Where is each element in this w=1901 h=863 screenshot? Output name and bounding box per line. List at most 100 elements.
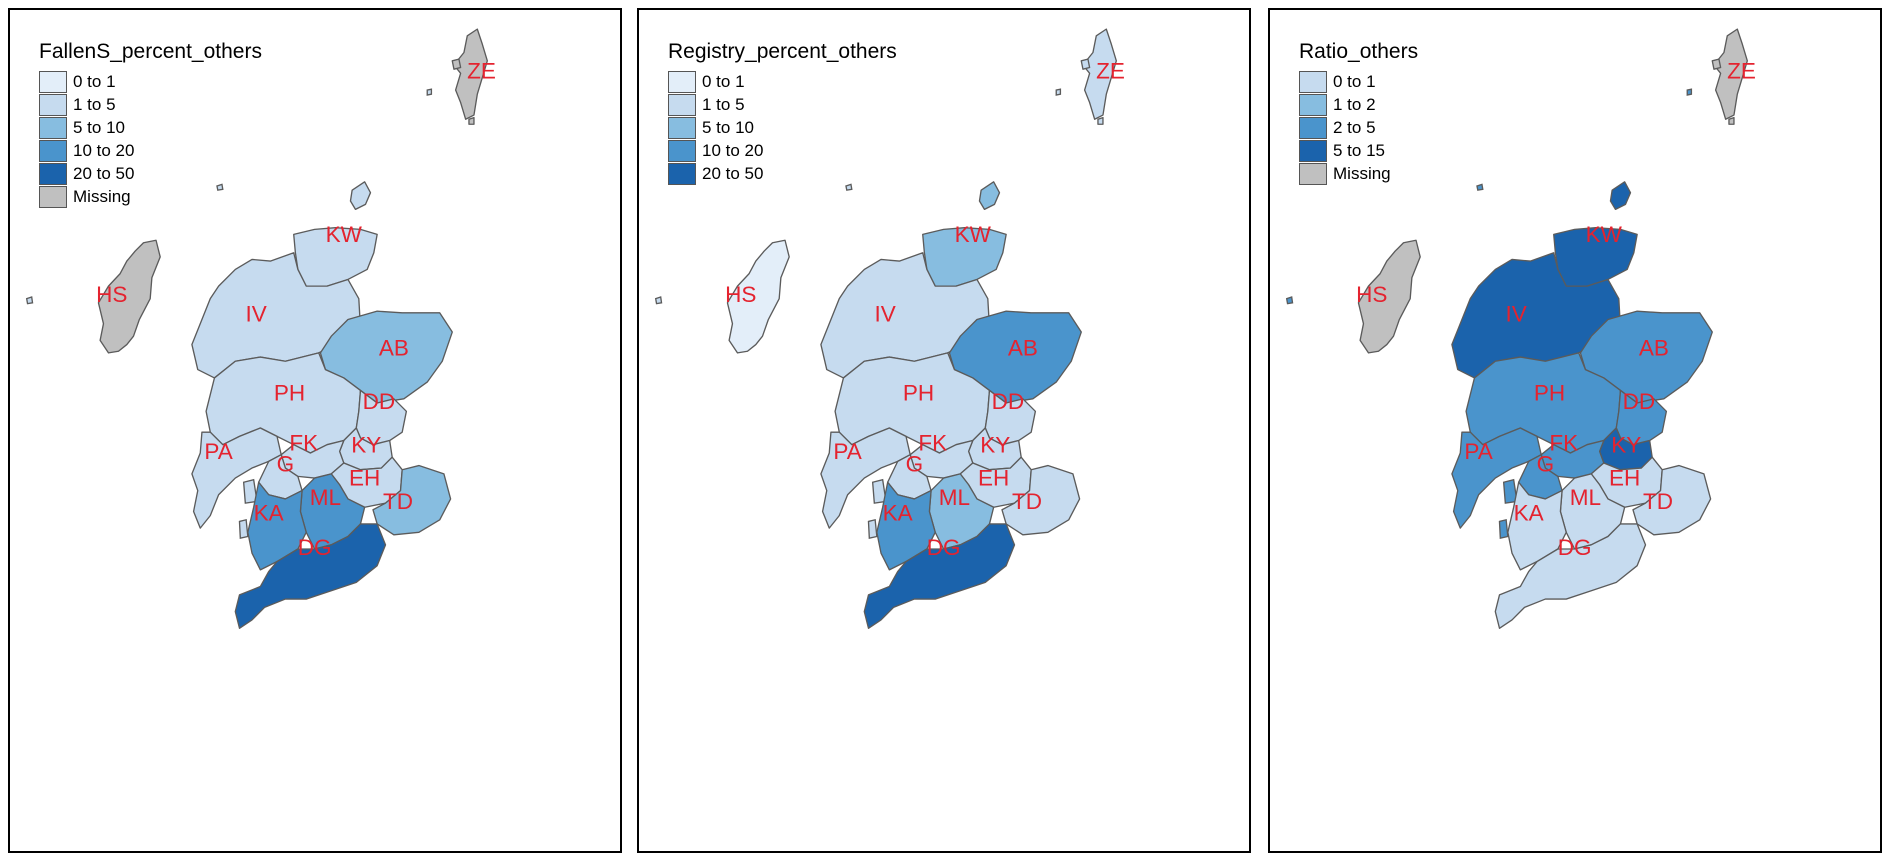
region-label-iv: IV <box>1506 301 1527 326</box>
legend-swatch <box>39 70 67 93</box>
legend-swatch <box>39 162 67 185</box>
legend-item: 5 to 10 <box>39 116 262 139</box>
region-td <box>372 464 452 536</box>
legend-title: Registry_percent_others <box>668 40 897 63</box>
region-label-ph: PH <box>903 381 934 406</box>
island-shape <box>1498 518 1509 539</box>
legend-label: 0 to 1 <box>1333 71 1376 91</box>
region-shape-dg <box>1494 523 1647 629</box>
region-label-hs: HS <box>725 282 756 307</box>
legend-item: 1 to 5 <box>39 93 262 116</box>
legend-swatch <box>668 139 696 162</box>
map-panel-fallens: ZE HS KW IV AB PH DD KY FK PA G EH TD ML KA DG FallenS_… <box>8 8 622 853</box>
region-shape-hs <box>726 239 790 354</box>
region-island-ze <box>1711 58 1722 70</box>
region-shape-td <box>1632 464 1712 536</box>
legend-label: Missing <box>1333 163 1391 183</box>
legend-label: 5 to 15 <box>1333 140 1385 160</box>
map-panel-registry: ZE HS KW IV AB PH DD KY FK PA G EH TD ML KA DG Registry… <box>637 8 1251 853</box>
legend-label: 1 to 5 <box>702 94 745 114</box>
region-label-fk: FK <box>1549 431 1578 456</box>
region-island-ze <box>1080 58 1091 70</box>
island-shape <box>426 88 433 96</box>
region-label-eh: EH <box>1609 466 1640 491</box>
legend-swatch <box>39 93 67 116</box>
region-island-kw <box>978 181 1001 211</box>
legend-label: 20 to 50 <box>702 163 764 183</box>
region-label-g: G <box>1537 452 1555 477</box>
legend-label: 2 to 5 <box>1333 117 1376 137</box>
region-shape-ab <box>1579 310 1713 404</box>
region-pa <box>1451 427 1542 529</box>
region-label-pa: PA <box>1464 439 1492 464</box>
region-label-ml: ML <box>939 485 970 510</box>
region-shape-pa <box>191 427 282 529</box>
legend-swatch <box>668 162 696 185</box>
legend-swatch <box>1299 162 1327 185</box>
island-shape <box>1686 88 1693 96</box>
legend-swatch <box>668 116 696 139</box>
legend-label: 1 to 2 <box>1333 94 1376 114</box>
region-label-ab: AB <box>1008 336 1038 361</box>
legend-swatch <box>39 139 67 162</box>
region-label-g: G <box>277 452 295 477</box>
region-shape-td <box>1001 464 1081 536</box>
region-label-td: TD <box>383 489 413 514</box>
region-shape-dg <box>234 523 387 629</box>
region-label-dg: DG <box>927 535 961 560</box>
region-pa <box>191 427 282 529</box>
region-label-ka: KA <box>883 501 913 526</box>
region-label-ph: PH <box>274 381 305 406</box>
region-label-fk: FK <box>918 431 947 456</box>
region-ze <box>1711 28 1748 125</box>
region-label-td: TD <box>1643 489 1673 514</box>
region-label-dg: DG <box>1558 535 1592 560</box>
region-shape-pa <box>1451 427 1542 529</box>
region-label-ky: KY <box>980 432 1010 457</box>
region-hs <box>1357 239 1421 354</box>
region-island-ze <box>1728 116 1735 125</box>
region-shape-hs <box>97 239 161 354</box>
region-pa <box>820 427 911 529</box>
region-ab <box>1579 310 1713 404</box>
region-ab <box>319 310 453 404</box>
region-shape-td <box>372 464 452 536</box>
island-shape <box>1285 296 1294 305</box>
legend-title: FallenS_percent_others <box>39 40 262 63</box>
region-label-dd: DD <box>363 389 396 414</box>
legend-swatch <box>1299 70 1327 93</box>
legend-label: Missing <box>73 186 131 206</box>
region-label-g: G <box>906 452 924 477</box>
legend-label: 10 to 20 <box>73 140 135 160</box>
legend-item: 1 to 5 <box>668 93 897 116</box>
region-label-pa: PA <box>204 439 232 464</box>
region-td <box>1632 464 1712 536</box>
region-label-eh: EH <box>349 466 380 491</box>
legend-label: 0 to 1 <box>702 71 745 91</box>
region-label-kw: KW <box>1586 222 1623 247</box>
region-island-ze <box>1097 116 1104 125</box>
region-label-ml: ML <box>1570 485 1601 510</box>
region-label-ph: PH <box>1534 381 1565 406</box>
legend-label: 5 to 10 <box>73 117 125 137</box>
region-label-ze: ZE <box>1727 58 1756 83</box>
region-label-ky: KY <box>1611 432 1641 457</box>
region-label-ze: ZE <box>1096 58 1125 83</box>
legend-item: Missing <box>1299 162 1418 185</box>
region-ab <box>948 310 1082 404</box>
region-td <box>1001 464 1081 536</box>
region-label-hs: HS <box>1356 282 1387 307</box>
region-label-dg: DG <box>298 535 332 560</box>
legend-label: 1 to 5 <box>73 94 116 114</box>
legend-item: 10 to 20 <box>39 139 262 162</box>
region-dg <box>1494 523 1647 629</box>
legend-item: 2 to 5 <box>1299 116 1418 139</box>
region-label-kw: KW <box>955 222 992 247</box>
island-shape <box>1476 183 1484 191</box>
region-ze <box>1080 28 1117 125</box>
region-label-dd: DD <box>1623 389 1656 414</box>
island-shape <box>845 183 853 191</box>
region-shape-ab <box>319 310 453 404</box>
